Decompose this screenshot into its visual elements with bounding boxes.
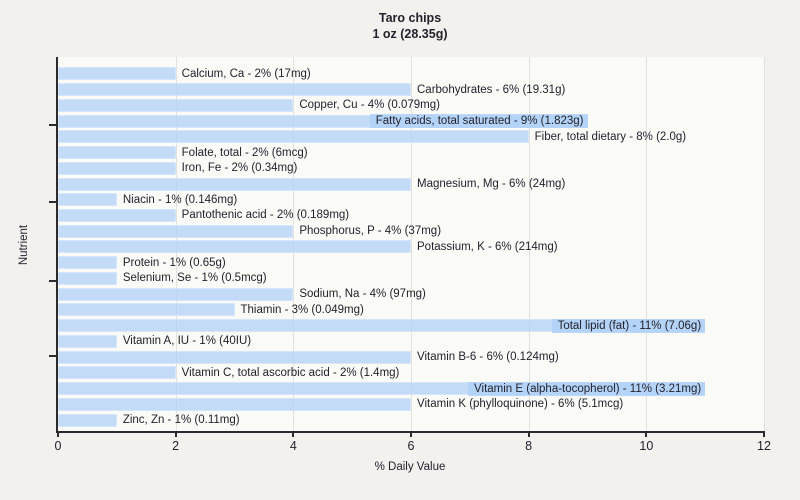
grid-line bbox=[764, 57, 765, 431]
bar-row: Vitamin C, total ascorbic acid - 2% (1.4… bbox=[58, 365, 764, 381]
bar-row: Phosphorus, P - 4% (37mg) bbox=[58, 223, 764, 239]
bar-label: Carbohydrates - 6% (19.31g) bbox=[417, 83, 566, 96]
bar-label: Sodium, Na - 4% (97mg) bbox=[299, 288, 426, 301]
bar-label: Vitamin B-6 - 6% (0.124mg) bbox=[417, 351, 559, 364]
x-tick bbox=[763, 431, 765, 437]
bar-row: Fiber, total dietary - 8% (2.0g) bbox=[58, 129, 764, 145]
bar-row: Total lipid (fat) - 11% (7.06g) bbox=[58, 318, 764, 334]
bar-label: Vitamin A, IU - 1% (40IU) bbox=[122, 335, 252, 348]
y-tick bbox=[49, 201, 57, 204]
bar-row: Folate, total - 2% (6mcg) bbox=[58, 145, 764, 161]
x-tick bbox=[645, 431, 648, 437]
x-tick-label: 8 bbox=[525, 439, 533, 453]
y-axis-label: Nutrient bbox=[18, 224, 30, 266]
bar bbox=[58, 366, 176, 380]
bar-rows: Calcium, Ca - 2% (17mg) Carbohydrates - 6… bbox=[58, 57, 764, 431]
bar-row: Vitamin B-6 - 6% (0.124mg) bbox=[58, 349, 764, 365]
bar bbox=[58, 98, 294, 112]
bar-row: Sodium, Na - 4% (97mg) bbox=[58, 286, 764, 302]
bar-label: Vitamin C, total ascorbic acid - 2% (1.4… bbox=[181, 366, 400, 379]
bar-label: Protein - 1% (0.65g) bbox=[122, 256, 226, 269]
x-tick-label: 6 bbox=[407, 439, 415, 453]
x-tick-label: 0 bbox=[54, 439, 62, 453]
bar bbox=[58, 224, 294, 238]
bar bbox=[58, 413, 117, 427]
bar-row: Vitamin A, IU - 1% (40IU) bbox=[58, 333, 764, 349]
y-tick bbox=[49, 355, 57, 358]
x-tick-label: 10 bbox=[639, 439, 654, 453]
bar bbox=[58, 303, 235, 317]
x-tick bbox=[410, 431, 412, 437]
grid-line bbox=[528, 57, 530, 431]
bar bbox=[58, 130, 529, 144]
bar-label: Pantothenic acid - 2% (0.189mg) bbox=[181, 209, 350, 222]
plot-area: Calcium, Ca - 2% (17mg) Carbohydrates - 6… bbox=[49, 57, 771, 453]
bar-row: Copper, Cu - 4% (0.079mg) bbox=[58, 97, 764, 113]
x-tick bbox=[292, 431, 295, 437]
x-tick bbox=[527, 431, 530, 437]
x-tick bbox=[174, 431, 177, 437]
bar-row: Calcium, Ca - 2% (17mg) bbox=[58, 66, 764, 82]
bar bbox=[58, 240, 411, 254]
chart-title: Taro chips bbox=[378, 11, 442, 25]
bar-label: Selenium, Se - 1% (0.5mcg) bbox=[122, 272, 267, 285]
x-tick-label: 12 bbox=[757, 439, 771, 453]
bar-label: Fiber, total dietary - 8% (2.0g) bbox=[534, 130, 687, 143]
grid-line bbox=[646, 57, 648, 431]
bar-label: Vitamin K (phylloquinone) - 6% (5.1mcg) bbox=[417, 398, 624, 411]
bar-row: Iron, Fe - 2% (0.34mg) bbox=[58, 160, 764, 176]
bar-label: Phosphorus, P - 4% (37mg) bbox=[299, 225, 442, 238]
bar bbox=[58, 193, 117, 207]
bar-label: Calcium, Ca - 2% (17mg) bbox=[181, 67, 311, 80]
bar-label: Iron, Fe - 2% (0.34mg) bbox=[181, 162, 298, 175]
bar bbox=[58, 334, 117, 348]
bar bbox=[58, 67, 176, 81]
bar bbox=[58, 319, 706, 333]
bar-label: Copper, Cu - 4% (0.079mg) bbox=[299, 99, 440, 112]
bar-label: Fatty acids, total saturated - 9% (1.823… bbox=[369, 114, 588, 129]
bar-row: Niacin - 1% (0.146mg) bbox=[58, 192, 764, 208]
bar-row: Carbohydrates - 6% (19.31g) bbox=[58, 82, 764, 98]
bar-label: Niacin - 1% (0.146mg) bbox=[122, 193, 238, 206]
bar-label: Vitamin E (alpha-tocopherol) - 11% (3.21… bbox=[468, 381, 706, 396]
bar bbox=[58, 208, 176, 222]
bar-row: Thiamin - 3% (0.049mg) bbox=[58, 302, 764, 318]
bar-label: Potassium, K - 6% (214mg) bbox=[417, 240, 558, 253]
bar-row: Selenium, Se - 1% (0.5mcg) bbox=[58, 271, 764, 287]
bar bbox=[58, 161, 176, 175]
x-tick-label: 2 bbox=[172, 439, 180, 453]
bar-label: Total lipid (fat) - 11% (7.06g) bbox=[551, 318, 706, 333]
bar-row: Protein - 1% (0.65g) bbox=[58, 255, 764, 271]
bar bbox=[58, 287, 294, 301]
x-tick-label: 4 bbox=[289, 439, 297, 453]
bar bbox=[58, 146, 176, 160]
bar bbox=[58, 256, 117, 270]
bar-row: Vitamin K (phylloquinone) - 6% (5.1mcg) bbox=[58, 396, 764, 412]
bar bbox=[58, 83, 411, 97]
bar bbox=[58, 350, 411, 364]
bar-row: Potassium, K - 6% (214mg) bbox=[58, 239, 764, 255]
chart-header: Taro chips 1 oz (28.35g) bbox=[56, 10, 764, 42]
y-tick bbox=[49, 280, 57, 283]
bar-row: Fatty acids, total saturated - 9% (1.823… bbox=[58, 113, 764, 129]
bar-row: Zinc, Zn - 1% (0.11mg) bbox=[58, 412, 764, 428]
bar bbox=[58, 397, 411, 411]
bar-label: Magnesium, Mg - 6% (24mg) bbox=[417, 178, 566, 190]
x-tick bbox=[57, 431, 59, 437]
bar-row: Magnesium, Mg - 6% (24mg) bbox=[58, 176, 764, 192]
grid-line bbox=[411, 57, 412, 431]
y-tick bbox=[49, 123, 57, 126]
bar-label: Thiamin - 3% (0.049mg) bbox=[240, 303, 364, 316]
bar-label: Folate, total - 2% (6mcg) bbox=[181, 146, 308, 159]
bar-row: Vitamin E (alpha-tocopherol) - 11% (3.21… bbox=[58, 381, 764, 397]
chart-subtitle: 1 oz (28.35g) bbox=[372, 27, 448, 41]
bar bbox=[58, 271, 117, 285]
bar bbox=[58, 177, 411, 191]
bar-row: Pantothenic acid - 2% (0.189mg) bbox=[58, 208, 764, 224]
bar-label: Zinc, Zn - 1% (0.11mg) bbox=[122, 414, 240, 427]
x-axis-label: % Daily Value bbox=[374, 461, 446, 473]
